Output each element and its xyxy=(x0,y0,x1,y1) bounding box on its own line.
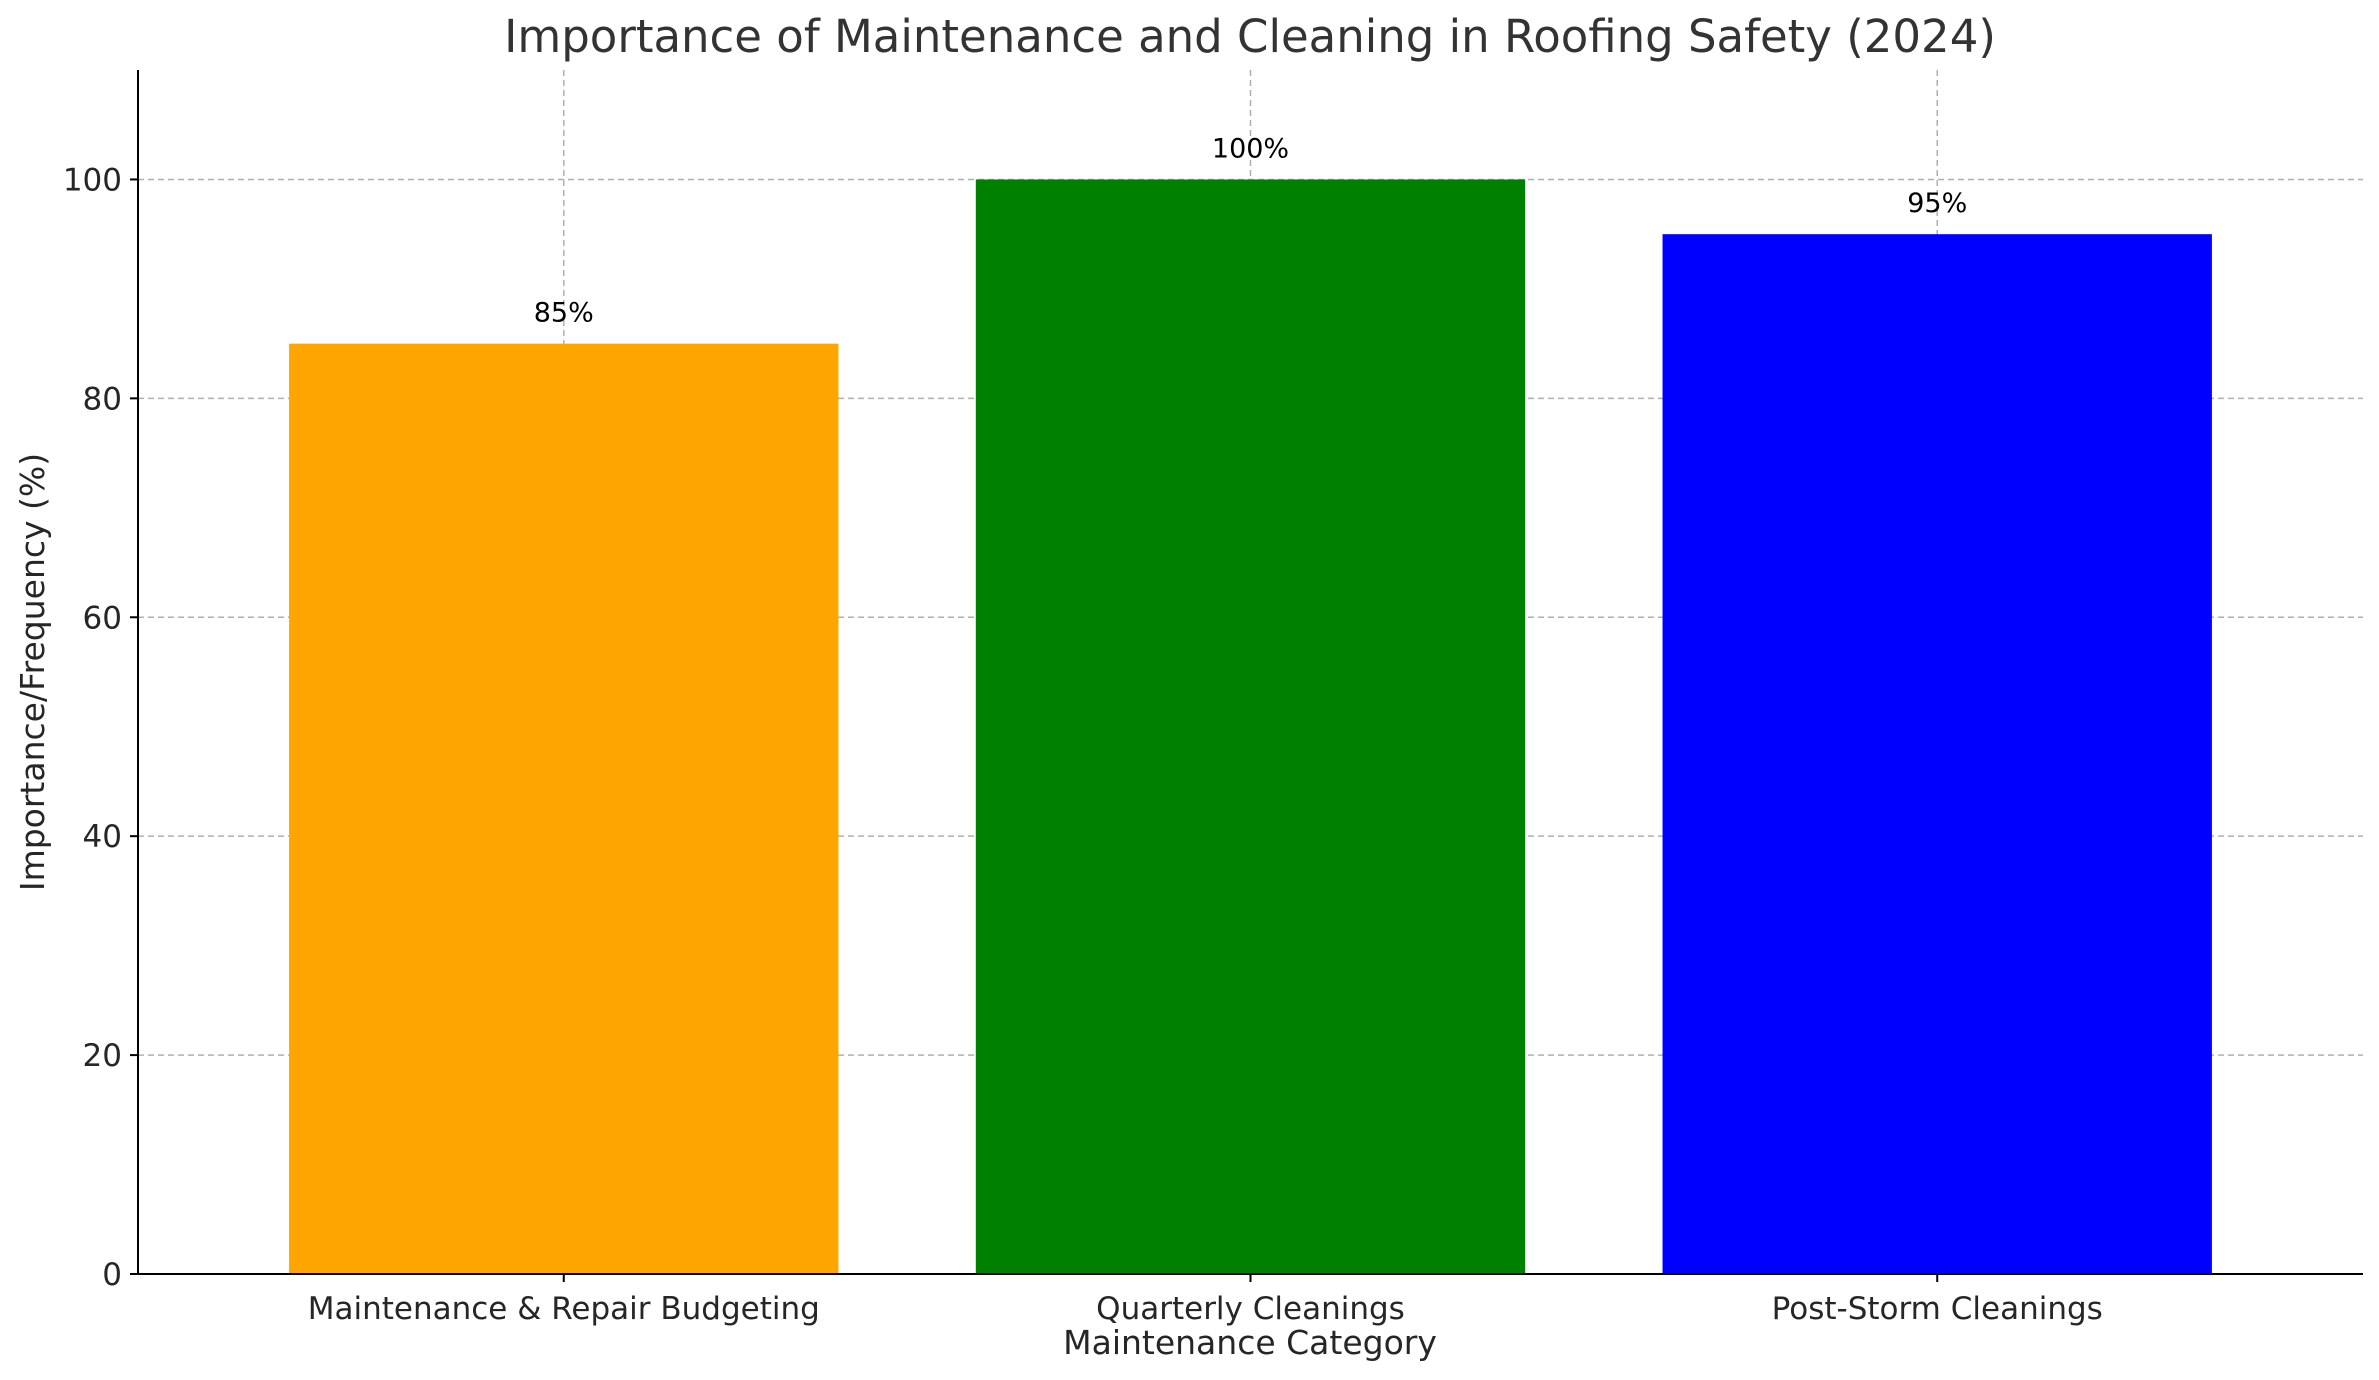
y-tick-label: 40 xyxy=(83,819,122,855)
x-tick-label: Quarterly Cleanings xyxy=(1096,1291,1405,1327)
bars xyxy=(289,179,2212,1274)
y-tick-label: 60 xyxy=(83,600,122,636)
bar xyxy=(289,343,839,1274)
bar xyxy=(1662,234,2212,1274)
data-labels: 85% 100% 95% xyxy=(534,133,1967,328)
y-tick-label: 0 xyxy=(102,1257,122,1293)
x-tick-label: Maintenance & Repair Budgeting xyxy=(308,1291,820,1327)
axes: 0 20 40 60 80 100 Maintenance & Repair Budgeti… xyxy=(63,70,2363,1327)
x-tick-label: Post-Storm Cleanings xyxy=(1772,1291,2103,1327)
y-tick-label: 100 xyxy=(63,162,122,198)
data-label: 85% xyxy=(534,298,594,329)
y-tick-label: 20 xyxy=(83,1038,122,1074)
y-tick-label: 80 xyxy=(83,381,122,417)
x-axis-title: Maintenance Category xyxy=(1063,1323,1437,1362)
data-label: 100% xyxy=(1212,133,1289,164)
y-axis-title: Importance/Frequency (%) xyxy=(13,453,52,891)
chart-title: Importance of Maintenance and Cleaning i… xyxy=(504,10,1996,63)
data-label: 95% xyxy=(1907,188,1967,219)
bar xyxy=(975,179,1526,1274)
